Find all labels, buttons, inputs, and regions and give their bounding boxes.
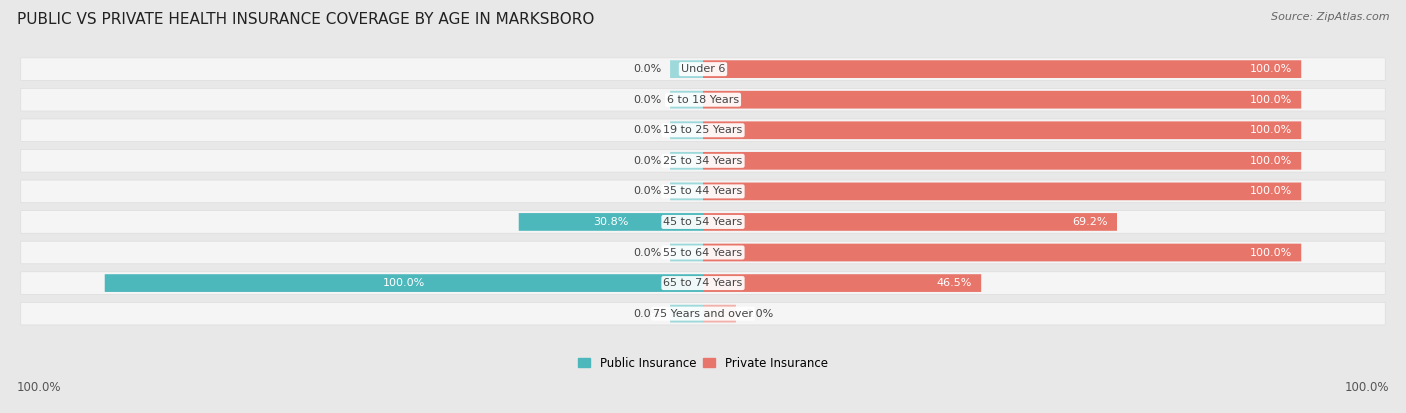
Text: PUBLIC VS PRIVATE HEALTH INSURANCE COVERAGE BY AGE IN MARKSBORO: PUBLIC VS PRIVATE HEALTH INSURANCE COVER…: [17, 12, 595, 27]
Text: Under 6: Under 6: [681, 64, 725, 74]
FancyBboxPatch shape: [703, 213, 1116, 231]
Text: 46.5%: 46.5%: [936, 278, 972, 288]
FancyBboxPatch shape: [703, 244, 1302, 261]
FancyBboxPatch shape: [21, 302, 1385, 325]
FancyBboxPatch shape: [519, 213, 703, 231]
Text: 6 to 18 Years: 6 to 18 Years: [666, 95, 740, 104]
Text: Source: ZipAtlas.com: Source: ZipAtlas.com: [1271, 12, 1389, 22]
Text: 100.0%: 100.0%: [1250, 247, 1292, 258]
Text: 0.0%: 0.0%: [633, 309, 661, 319]
FancyBboxPatch shape: [671, 244, 703, 261]
FancyBboxPatch shape: [703, 152, 1302, 170]
Text: 100.0%: 100.0%: [1344, 382, 1389, 394]
Text: 100.0%: 100.0%: [1250, 186, 1292, 197]
FancyBboxPatch shape: [703, 91, 1302, 109]
FancyBboxPatch shape: [21, 119, 1385, 142]
FancyBboxPatch shape: [104, 274, 703, 292]
Text: 55 to 64 Years: 55 to 64 Years: [664, 247, 742, 258]
FancyBboxPatch shape: [21, 241, 1385, 264]
FancyBboxPatch shape: [703, 60, 1302, 78]
Text: 100.0%: 100.0%: [17, 382, 62, 394]
FancyBboxPatch shape: [21, 150, 1385, 172]
FancyBboxPatch shape: [671, 152, 703, 170]
Text: 30.8%: 30.8%: [593, 217, 628, 227]
FancyBboxPatch shape: [21, 58, 1385, 81]
FancyBboxPatch shape: [671, 121, 703, 139]
Text: 0.0%: 0.0%: [633, 95, 661, 104]
FancyBboxPatch shape: [703, 121, 1302, 139]
FancyBboxPatch shape: [671, 183, 703, 200]
FancyBboxPatch shape: [703, 274, 981, 292]
Text: 0.0%: 0.0%: [633, 125, 661, 135]
FancyBboxPatch shape: [671, 305, 703, 323]
Text: 75 Years and over: 75 Years and over: [652, 309, 754, 319]
Text: 0.0%: 0.0%: [633, 186, 661, 197]
Text: 100.0%: 100.0%: [382, 278, 425, 288]
Text: 100.0%: 100.0%: [1250, 64, 1292, 74]
Text: 0.0%: 0.0%: [633, 156, 661, 166]
Text: 35 to 44 Years: 35 to 44 Years: [664, 186, 742, 197]
Text: 69.2%: 69.2%: [1073, 217, 1108, 227]
Text: 100.0%: 100.0%: [1250, 125, 1292, 135]
Legend: Public Insurance, Private Insurance: Public Insurance, Private Insurance: [578, 356, 828, 370]
FancyBboxPatch shape: [21, 88, 1385, 111]
FancyBboxPatch shape: [21, 272, 1385, 294]
FancyBboxPatch shape: [703, 183, 1302, 200]
Text: 65 to 74 Years: 65 to 74 Years: [664, 278, 742, 288]
Text: 45 to 54 Years: 45 to 54 Years: [664, 217, 742, 227]
Text: 100.0%: 100.0%: [1250, 95, 1292, 104]
Text: 0.0%: 0.0%: [633, 247, 661, 258]
FancyBboxPatch shape: [671, 60, 703, 78]
Text: 100.0%: 100.0%: [1250, 156, 1292, 166]
FancyBboxPatch shape: [671, 91, 703, 109]
Text: 25 to 34 Years: 25 to 34 Years: [664, 156, 742, 166]
Text: 19 to 25 Years: 19 to 25 Years: [664, 125, 742, 135]
Text: 0.0%: 0.0%: [745, 309, 773, 319]
FancyBboxPatch shape: [703, 305, 735, 323]
FancyBboxPatch shape: [21, 180, 1385, 203]
FancyBboxPatch shape: [21, 211, 1385, 233]
Text: 0.0%: 0.0%: [633, 64, 661, 74]
